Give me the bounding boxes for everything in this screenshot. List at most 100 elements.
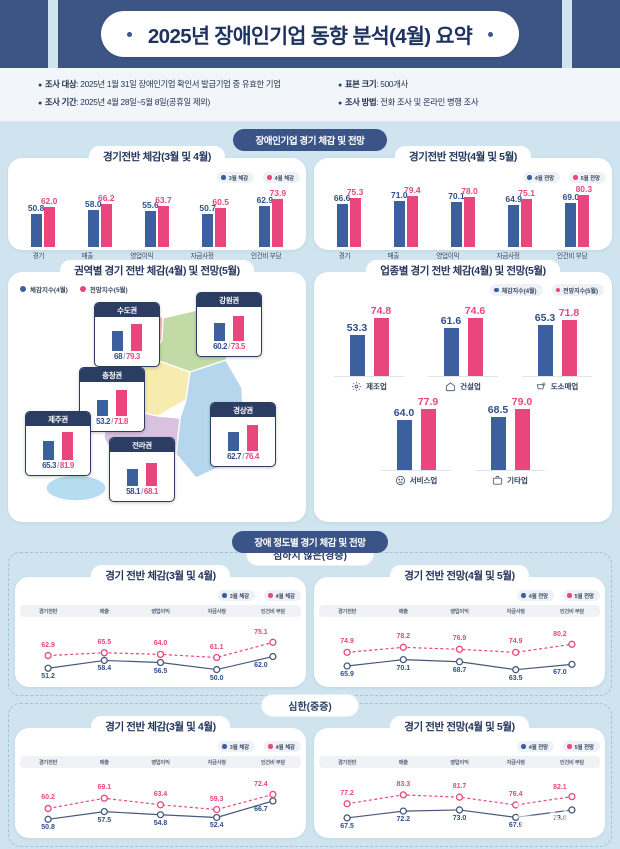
data-point-label: 69.1 [97,784,112,792]
bar-value: 50.8 [27,203,45,214]
chart-legend: 체감지수(4월) 전망지수(5월) [322,284,604,296]
data-point [399,791,407,799]
bar-feel [112,331,123,351]
meta-col-right: ● 표본 크기 : 500개사 ● 조사 방법 : 전화 조사 및 온라인 병행… [320,76,620,112]
bar-value: 70.1 [448,190,465,201]
data-point-label: 68.7 [452,666,467,674]
bar-plot-area: 50.8 62.0 58.0 66.2 55.6 63.7 50.7 60.5 62.9 73.9 [14,187,300,247]
bar-group: 64.9 75.1 [505,188,535,247]
data-point [213,665,221,674]
legend-label: 전망지수(5월) [89,287,128,294]
mild-forecast-chart: 경기 전반 전망(4월 및 5월) 4월 전망 5월 전망 경기전반 매출 영업이익 [314,565,605,687]
region-values: 65.3/81.9 [30,460,86,473]
industry-bars: 64.0 77.9 [369,396,463,470]
legend-dot-icon [20,286,26,292]
bar-series-1: 55.6 [142,200,159,247]
bar-series-1: 62.9 [257,195,273,247]
cart-icon [536,381,547,392]
bar-forecast [233,316,244,341]
value-separator: / [228,342,230,351]
severe-forecast-chart: 경기 전반 전망(4월 및 5월) 4월 전망 5월 전망 경기전반 매출 영업이익 [314,716,605,838]
value-separator: / [242,452,244,461]
bar-x-label: 경기 [32,253,45,260]
data-point [455,645,464,653]
bar-series-2: 71.8 [559,307,579,376]
bar-series-1: 66.6 [334,193,350,247]
chart-card: 3월 체감 4월 체감 경기전반 매출 영업이익 자금사정 인건비 부담 50.8 57.… [15,728,306,838]
bar-series-2: 75.1 [518,188,535,247]
legend-label: 3월 체감 [229,744,250,751]
data-point [213,805,221,814]
bar-series-1: 58.0 [85,199,102,247]
bar-group: 62.9 73.9 [257,188,286,247]
bar-value: 73.9 [269,188,287,199]
region-tag-gyeongsang: 경상권 62.7/76.4 [210,402,276,467]
data-point-label: 64.0 [153,640,168,648]
line-chart-svg [343,640,576,674]
chart-card: 3월 체감 4월 체감 경기전반 매출 영업이익 자금사정 인건비 부담 51.2 58.… [15,577,306,687]
bar-value: 65.3 [534,312,556,325]
axis-line [475,470,545,471]
meta-row-samplesize: ● 표본 크기 : 500개사 [338,76,620,94]
bar-series-2: 77.9 [418,396,438,470]
data-point-label: 76.4 [508,790,523,798]
line-series-2 [47,793,274,811]
legend-label: 3월 체감 [228,175,249,182]
line-series-2 [347,794,572,806]
chart-title-bar: 경기전반 전망(4월 및 5월) [314,146,612,167]
page-title: 2025년 장애인기업 동향 분석(4월) 요약 [147,25,473,48]
bar-value: 69.0 [562,191,580,202]
data-point-label: 65.5 [97,638,112,646]
region-minibars [30,430,86,460]
line-chart-svg [343,791,576,822]
data-point [213,813,221,822]
data-point [455,658,464,666]
category-strip: 경기전반 매출 영업이익 자금사정 인건비 부담 [20,756,301,768]
chart-title: 경기 전반 전망(4월 및 5월) [390,565,529,586]
industry-label: 건설업 [460,382,481,391]
data-point-label: 72.2 [396,816,411,824]
line-plot-area: 51.2 58.4 56.5 50.0 62.0 62.9 65.5 64.0 61.1 75.1 [20,619,301,691]
bar-series-2: 63.7 [155,195,172,247]
legend-label: 3월 체감 [229,593,250,600]
legend-item-1: 5월 전망 [563,741,600,752]
data-point [399,643,407,651]
bar-series-2: 73.9 [270,188,286,247]
value-feel: 53.2 [96,417,111,426]
legend-label: 5월 전망 [580,175,600,182]
bar-group: 50.7 60.5 [199,197,229,247]
data-point-label: 74.9 [508,638,523,646]
chart-card: 4월 전망 5월 전망 경기전반 매출 영업이익 자금사정 인건비 부담 65.9 70.… [314,577,605,687]
data-point-label: 52.4 [209,822,224,830]
bar-x-label: 인건비 부담 [556,253,588,260]
bar-x-label: 자금사정 [190,253,214,260]
bar-value: 64.9 [505,194,522,205]
bar-value: 63.7 [155,194,172,205]
bar-x-label: 영업이익 [130,253,154,260]
industry-label: 서비스업 [409,476,438,485]
category-label: 매출 [99,608,109,615]
line-plot-area: 65.9 70.1 68.7 63.5 67.0 74.9 78.2 76.9 74.9 80.2 [319,619,600,691]
region-tag-gangwon: 강원권 60.2/73.5 [196,292,262,357]
data-point-label: 61.1 [209,643,224,651]
industry-label-row: 제조업 [322,381,416,392]
bar-x-label: 매출 [81,253,93,260]
chart-title-bar: 권역별 경기 전반 체감(4월) 및 전망(5월) [8,260,306,281]
value-forecast: 71.8 [113,417,128,426]
bar-group: 55.6 63.7 [142,195,172,247]
region-name: 경상권 [211,403,275,417]
bar-x-label: 경기 [338,253,351,260]
region-minibars [201,311,257,341]
data-point [100,794,108,802]
data-point [44,651,52,660]
industry-label-row: 서비스업 [369,475,463,486]
bar-series-2: 74.8 [371,305,391,376]
bar-series-1: 50.7 [199,203,216,247]
line-chart-svg [44,790,277,823]
data-point-label: 58.4 [97,665,112,673]
data-point [568,640,576,648]
severe-label: 심한(중증) [261,694,359,717]
bar-forecast [62,432,73,460]
legend-dot-icon [79,286,86,292]
bar-forecast [146,463,157,486]
